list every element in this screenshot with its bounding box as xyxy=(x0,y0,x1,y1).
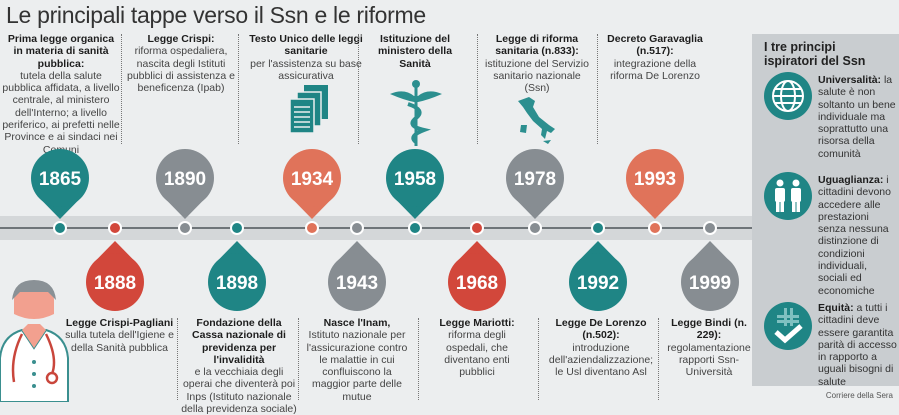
year-label: 1958 xyxy=(394,169,436,190)
timeline-dot xyxy=(108,221,122,235)
timeline-dot xyxy=(528,221,542,235)
divider xyxy=(177,318,178,400)
divider xyxy=(238,34,239,144)
year-label: 1888 xyxy=(94,273,136,294)
timeline-dot xyxy=(53,221,67,235)
timeline-dot xyxy=(703,221,717,235)
doctor-illustration xyxy=(0,280,69,402)
event-1943-text: Nasce l'Inam, Istituto nazionale per l'as… xyxy=(306,317,408,403)
divider xyxy=(358,34,359,144)
pin-1968: 1968 xyxy=(448,221,506,311)
principles-panel: I tre principi ispiratori del Ssn Univer… xyxy=(752,34,899,388)
timeline-dot xyxy=(230,221,244,235)
event-1934-text: Testo Unico delle leggi sanitarie per l'a… xyxy=(249,33,363,82)
event-1978-text: Legge di riforma sanitaria (n.833): istit… xyxy=(485,33,589,95)
year-label: 1968 xyxy=(456,273,498,294)
divider xyxy=(298,318,299,400)
people-icon xyxy=(764,172,812,220)
timeline-line xyxy=(0,227,760,229)
timeline-dot xyxy=(470,221,484,235)
timeline-dot xyxy=(591,221,605,235)
pin-1890: 1890 xyxy=(156,149,214,235)
divider xyxy=(658,318,659,400)
pin-1993: 1993 xyxy=(626,149,684,235)
event-1958-text: Istituzione del ministero della Sanità xyxy=(377,33,453,70)
caduceus-icon xyxy=(390,80,442,146)
documents-icon xyxy=(289,85,328,134)
pin-1958: 1958 xyxy=(386,149,444,235)
pin-1934: 1934 xyxy=(283,149,341,235)
panel-title: I tre principi ispiratori del Ssn xyxy=(764,40,866,68)
year-label: 1943 xyxy=(336,273,378,294)
event-1992-text: Legge De Lorenzo (n.502): introduzione de… xyxy=(548,317,654,379)
principle-equita: Equità: a tutti i cittadini deve essere … xyxy=(818,302,897,388)
pin-1943: 1943 xyxy=(328,221,386,311)
divider xyxy=(418,318,419,400)
event-1999-text: Legge Bindi (n. 229): regolamentazione ra… xyxy=(667,317,751,379)
principle-universalita: Universalità: la salute è non soltanto u… xyxy=(818,74,896,160)
timeline-pins: 1865 1890 1934 1958 1978 1993 1888 1898 1943 1968… xyxy=(31,149,739,311)
year-label: 1898 xyxy=(216,273,258,294)
pin-1865: 1865 xyxy=(31,149,89,235)
timeline-dot xyxy=(178,221,192,235)
event-1993-text: Decreto Garavaglia (n.517): integrazione … xyxy=(607,33,703,82)
italy-map-icon xyxy=(518,97,555,144)
divider xyxy=(121,34,122,144)
year-label: 1992 xyxy=(577,273,619,294)
event-1888-text: Legge Crispi-Pagliani sulla tutela dell'I… xyxy=(65,317,174,354)
divider xyxy=(597,34,598,144)
principle-uguaglianza: Uguaglianza: i cittadini devono accedere… xyxy=(818,174,891,297)
divider xyxy=(538,318,539,400)
timeline-dot xyxy=(648,221,662,235)
pin-1978: 1978 xyxy=(506,149,564,235)
infographic-title: Le principali tappe verso il Ssn e le ri… xyxy=(6,2,426,28)
credit: Corriere della Sera xyxy=(825,391,893,400)
pin-1898: 1898 xyxy=(208,221,266,311)
year-label: 1999 xyxy=(689,273,731,294)
pin-1999: 1999 xyxy=(681,221,739,311)
event-1890-text: Legge Crispi: riforma ospedaliera, nascit… xyxy=(127,33,235,95)
globe-icon xyxy=(764,72,812,120)
year-label: 1993 xyxy=(634,169,676,190)
pin-1888: 1888 xyxy=(86,221,144,311)
timeline-dot xyxy=(305,221,319,235)
year-label: 1865 xyxy=(39,169,82,190)
year-label: 1934 xyxy=(291,169,334,190)
year-label: 1978 xyxy=(514,169,556,190)
timeline-dot xyxy=(350,221,364,235)
divider xyxy=(477,34,478,144)
timeline-dot xyxy=(408,221,422,235)
pin-1992: 1992 xyxy=(569,221,627,311)
year-label: 1890 xyxy=(164,169,206,190)
event-1968-text: Legge Mariotti: riforma degli ospedali, c… xyxy=(439,317,515,379)
cross-check-icon xyxy=(764,302,812,350)
